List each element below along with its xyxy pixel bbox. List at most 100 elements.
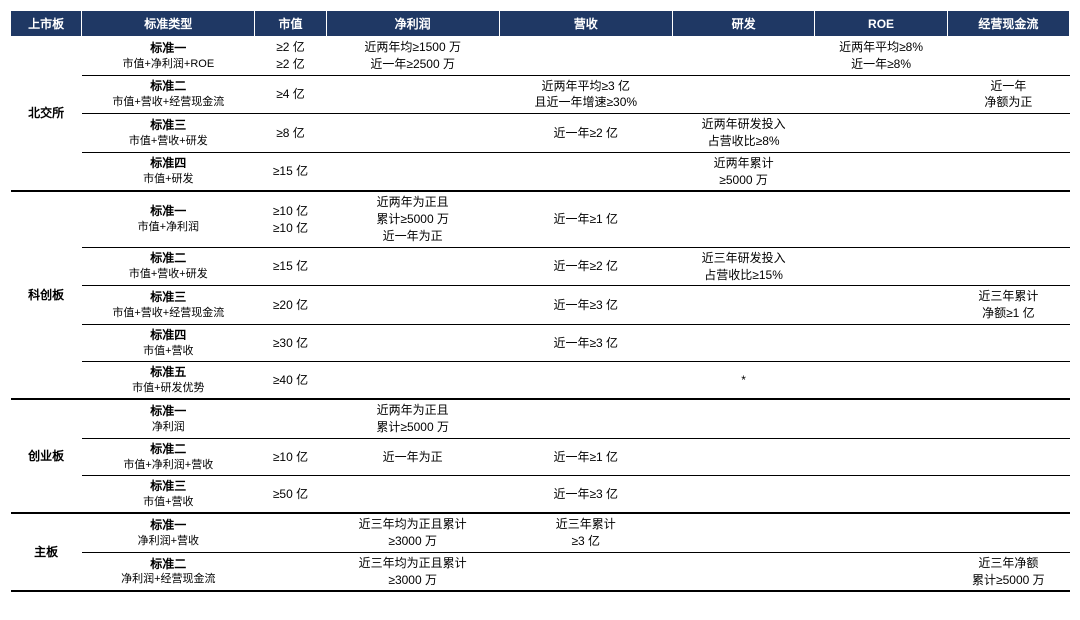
data-cell: ≥10 亿≥10 亿: [255, 191, 326, 247]
data-cell: [672, 552, 815, 591]
standard-type-cell: 标准二市值+营收+经营现金流: [82, 75, 255, 114]
col-header: 上市板: [11, 11, 82, 37]
data-cell: [815, 114, 947, 153]
table-row: 北交所标准一市值+净利润+ROE≥2 亿≥2 亿近两年均≥1500 万近一年≥2…: [11, 37, 1070, 76]
data-cell: 近一年≥1 亿: [499, 438, 672, 475]
data-cell: [815, 247, 947, 286]
table-row: 标准二市值+营收+经营现金流≥4 亿近两年平均≥3 亿且近一年增速≥30%近一年…: [11, 75, 1070, 114]
standard-name: 标准一: [86, 40, 251, 57]
data-cell: [947, 152, 1069, 191]
table-row: 标准二市值+营收+研发≥15 亿近一年≥2 亿近三年研发投入占营收比≥15%: [11, 247, 1070, 286]
standard-name: 标准五: [86, 364, 251, 381]
data-cell: 近一年为正: [326, 438, 499, 475]
standard-name: 标准一: [86, 203, 251, 220]
standard-type-cell: 标准三市值+营收+经营现金流: [82, 286, 255, 325]
table-row: 标准三市值+营收+研发≥8 亿近一年≥2 亿近两年研发投入占营收比≥8%: [11, 114, 1070, 153]
standard-name: 标准四: [86, 327, 251, 344]
standard-name: 标准二: [86, 250, 251, 267]
data-cell: [499, 152, 672, 191]
data-cell: [947, 438, 1069, 475]
standard-detail: 净利润+营收: [86, 534, 251, 549]
data-cell: [947, 191, 1069, 247]
data-cell: 近三年均为正且累计≥3000 万: [326, 513, 499, 552]
data-cell: [672, 438, 815, 475]
data-cell: 近三年均为正且累计≥3000 万: [326, 552, 499, 591]
data-cell: ≥15 亿: [255, 152, 326, 191]
data-cell: [947, 399, 1069, 438]
standard-detail: 市值+营收+经营现金流: [86, 95, 251, 110]
data-cell: ≥30 亿: [255, 324, 326, 361]
table-row: 科创板标准一市值+净利润≥10 亿≥10 亿近两年为正且累计≥5000 万近一年…: [11, 191, 1070, 247]
col-header: 经营现金流: [947, 11, 1069, 37]
standard-type-cell: 标准一净利润: [82, 399, 255, 438]
data-cell: 近一年≥3 亿: [499, 476, 672, 514]
data-cell: [255, 552, 326, 591]
standard-type-cell: 标准四市值+研发: [82, 152, 255, 191]
data-cell: [326, 152, 499, 191]
data-cell: ≥50 亿: [255, 476, 326, 514]
data-cell: ≥15 亿: [255, 247, 326, 286]
col-header: 净利润: [326, 11, 499, 37]
standard-detail: 市值+研发: [86, 172, 251, 187]
table-row: 创业板标准一净利润近两年为正且累计≥5000 万: [11, 399, 1070, 438]
data-cell: [815, 324, 947, 361]
col-header: 标准类型: [82, 11, 255, 37]
col-header: 营收: [499, 11, 672, 37]
standard-detail: 市值+营收+研发: [86, 267, 251, 282]
data-cell: [672, 286, 815, 325]
data-cell: [947, 247, 1069, 286]
board-cell: 北交所: [11, 37, 82, 192]
table-row: 标准二净利润+经营现金流 近三年均为正且累计≥3000 万 近三年净额累计≥5000…: [11, 552, 1070, 591]
data-cell: [947, 513, 1069, 552]
standard-type-cell: 标准一市值+净利润: [82, 191, 255, 247]
data-cell: 近一年≥1 亿: [499, 191, 672, 247]
table-row: 标准四市值+营收≥30 亿近一年≥3 亿: [11, 324, 1070, 361]
data-cell: [672, 37, 815, 76]
board-cell: 科创板: [11, 191, 82, 399]
table-row: 标准五市值+研发优势≥40 亿*: [11, 362, 1070, 400]
data-cell: [815, 152, 947, 191]
standard-type-cell: 标准二市值+净利润+营收: [82, 438, 255, 475]
standard-detail: 净利润+经营现金流: [86, 572, 251, 587]
data-cell: [815, 552, 947, 591]
standard-detail: 市值+营收+经营现金流: [86, 306, 251, 321]
col-header: 市值: [255, 11, 326, 37]
standard-name: 标准一: [86, 517, 251, 534]
standard-type-cell: 标准三市值+营收: [82, 476, 255, 514]
standard-type-cell: 标准二净利润+经营现金流: [82, 552, 255, 591]
standard-type-cell: 标准一市值+净利润+ROE: [82, 37, 255, 76]
standard-detail: 市值+营收: [86, 495, 251, 510]
data-cell: [672, 191, 815, 247]
standard-detail: 净利润: [86, 420, 251, 435]
data-cell: [326, 476, 499, 514]
data-cell: [815, 75, 947, 114]
data-cell: 近两年均≥1500 万近一年≥2500 万: [326, 37, 499, 76]
table-row: 标准三市值+营收+经营现金流≥20 亿近一年≥3 亿近三年累计净额≥1 亿: [11, 286, 1070, 325]
data-cell: 近三年累计净额≥1 亿: [947, 286, 1069, 325]
data-cell: [326, 114, 499, 153]
data-cell: [499, 399, 672, 438]
table-row: 标准二市值+净利润+营收≥10 亿近一年为正近一年≥1 亿: [11, 438, 1070, 475]
standard-detail: 市值+营收+研发: [86, 134, 251, 149]
standard-name: 标准三: [86, 478, 251, 495]
data-cell: [815, 362, 947, 400]
standard-name: 标准三: [86, 117, 251, 134]
standard-type-cell: 标准一净利润+营收: [82, 513, 255, 552]
data-cell: [947, 476, 1069, 514]
data-cell: [326, 75, 499, 114]
data-cell: [499, 552, 672, 591]
data-cell: [815, 399, 947, 438]
data-cell: [815, 438, 947, 475]
standard-detail: 市值+营收: [86, 344, 251, 359]
standard-name: 标准二: [86, 441, 251, 458]
table-row: 标准四市值+研发≥15 亿近两年累计≥5000 万: [11, 152, 1070, 191]
standard-type-cell: 标准二市值+营收+研发: [82, 247, 255, 286]
data-cell: [499, 37, 672, 76]
data-cell: [815, 191, 947, 247]
data-cell: 近一年≥2 亿: [499, 114, 672, 153]
data-cell: [326, 247, 499, 286]
data-cell: 近三年研发投入占营收比≥15%: [672, 247, 815, 286]
standard-name: 标准四: [86, 155, 251, 172]
data-cell: 近三年净额累计≥5000 万: [947, 552, 1069, 591]
data-cell: [815, 513, 947, 552]
